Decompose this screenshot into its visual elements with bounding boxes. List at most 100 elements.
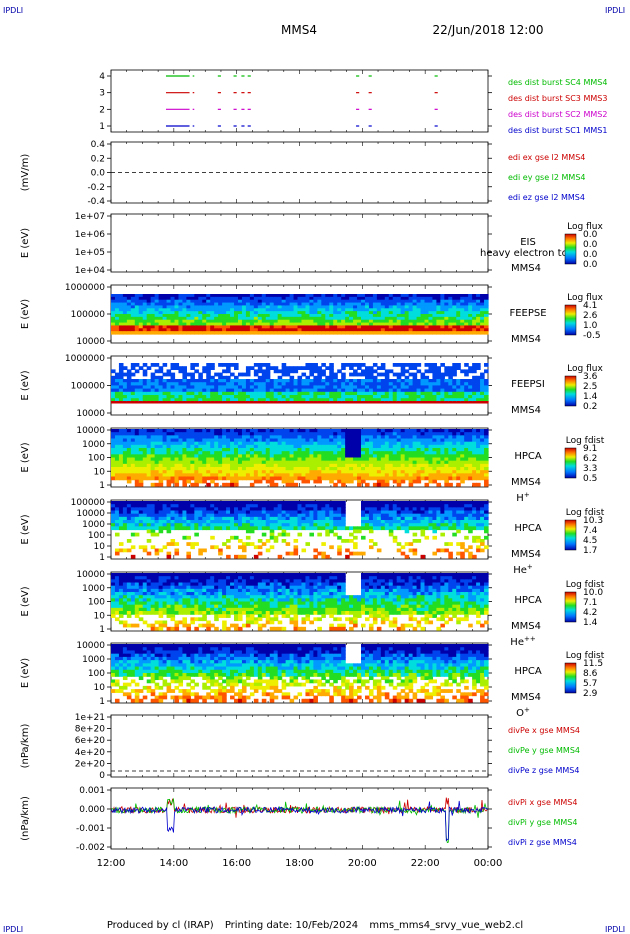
hpca_h-cell: [281, 467, 287, 471]
hpca_he-cell: [122, 507, 128, 512]
feepsi-cell: [337, 398, 342, 402]
hpca_h-cell: [317, 451, 322, 455]
feepsi-cell: [416, 398, 422, 402]
feepse-cell: [357, 308, 362, 312]
hpca_h-cell: [253, 463, 259, 468]
hpca_h-cell: [210, 438, 215, 443]
hpca_h-cell: [289, 444, 295, 449]
hpca_he-cell: [222, 510, 227, 515]
feepse-cell: [202, 325, 207, 329]
hpca_he-cell: [170, 507, 176, 512]
hpca_h-cell: [218, 467, 223, 471]
feepsi-cell: [265, 388, 271, 393]
hpca_h-cell: [361, 454, 366, 459]
hpca_h-cell: [257, 463, 263, 468]
feepse-cell: [309, 308, 314, 312]
hpca_h-cell: [472, 460, 477, 465]
hpca_h-cell: [368, 460, 374, 465]
feepse-cell: [372, 299, 378, 304]
hpca_h-cell: [111, 473, 116, 478]
feepse-cell: [126, 316, 132, 321]
feepsi-cell: [376, 385, 382, 390]
feepse-cell: [166, 294, 172, 298]
feepsi-cell: [333, 401, 338, 404]
hpca_h-cell: [126, 476, 132, 481]
hpca_he-cell: [118, 542, 124, 546]
feepsi-cell: [452, 385, 457, 390]
feepsi-cell: [257, 366, 263, 370]
feepse-cell: [456, 311, 461, 315]
hpca_h-cell: [436, 473, 441, 478]
feepse-cell: [289, 311, 295, 315]
feepsi-ytick-label: 10000: [76, 409, 105, 419]
hpca_h-cell: [357, 444, 362, 449]
hpca_h-cell: [480, 438, 485, 443]
burst-legend-sc1: des dist burst SC1 MMS1: [508, 126, 607, 135]
feepse-cell: [202, 308, 207, 312]
feepsi-cell: [388, 398, 394, 402]
feepse-cell: [361, 331, 366, 335]
feepse-cell: [408, 294, 414, 298]
feepsi-cell: [380, 363, 386, 367]
feepsi-cell: [460, 382, 465, 386]
feepse-cell: [166, 305, 172, 309]
hpca_he-cell: [134, 532, 140, 537]
feepse-cell: [114, 322, 120, 327]
hpca_h-cell: [317, 463, 322, 468]
hpca_h-cell: [138, 454, 144, 459]
hpca_h-cell: [230, 470, 235, 474]
feepsi-cell: [118, 375, 124, 380]
hpca_h-cell: [361, 467, 366, 471]
feepsi-cell: [194, 379, 199, 383]
feepse-cell: [408, 299, 414, 304]
feepsi-cell: [448, 398, 453, 402]
feepse-cell: [424, 296, 430, 301]
hpca_h-cell: [313, 467, 318, 471]
feepse-cell: [257, 314, 263, 318]
feepse-cell: [265, 314, 271, 318]
feepsi-cell: [214, 372, 219, 377]
hpca_h-cell: [202, 479, 207, 484]
hpca_h-cell: [305, 438, 311, 443]
hpca_h-cell: [384, 454, 390, 459]
feepsi-cell: [349, 372, 354, 377]
feepse-cell: [186, 319, 191, 324]
feepse-cell: [118, 314, 124, 318]
hpca_h-cell: [444, 460, 449, 465]
feepse-cell: [194, 316, 199, 321]
hpca_h-cell: [313, 460, 318, 465]
feepse-cell: [237, 299, 243, 304]
feepse-cell: [376, 305, 382, 309]
feepse-cell: [186, 311, 191, 315]
hpca_h-cell: [146, 429, 152, 433]
hpca_h-cell: [364, 476, 370, 481]
feepse-cell: [444, 311, 449, 315]
feepse-cell: [214, 314, 219, 318]
feepsi-cell: [400, 395, 406, 399]
hpca_h-cell: [265, 444, 271, 449]
hpca_he-cell: [273, 516, 279, 521]
feepsi-cell: [261, 382, 267, 386]
feepse-cell: [297, 314, 303, 318]
hpca_h-cell: [333, 429, 338, 433]
hpca_he-cell: [234, 510, 239, 515]
hpca_h-cell: [265, 454, 271, 459]
feepse-cell: [380, 308, 386, 312]
hpca_he-cell: [190, 504, 195, 508]
hpca_he-cell: [122, 548, 128, 553]
hpca_he-cell: [273, 504, 279, 508]
feepsi-cell: [297, 385, 303, 390]
feepsi-cell: [265, 398, 271, 402]
hpca_h-cell: [154, 444, 160, 449]
hpca_he-cell: [166, 520, 172, 524]
hpca_he-cell: [269, 523, 275, 527]
hpca_h-cell: [261, 457, 267, 462]
hpca_h-cell: [392, 470, 398, 474]
hpca_h-cell: [484, 438, 489, 443]
hpca_h-cell: [218, 444, 223, 449]
hpca_h-cell: [234, 460, 239, 465]
hpca_h-cell: [305, 460, 311, 465]
feepse-cell: [174, 314, 180, 318]
hpca_h-cell: [404, 476, 410, 481]
hpca_h-cell: [114, 454, 120, 459]
